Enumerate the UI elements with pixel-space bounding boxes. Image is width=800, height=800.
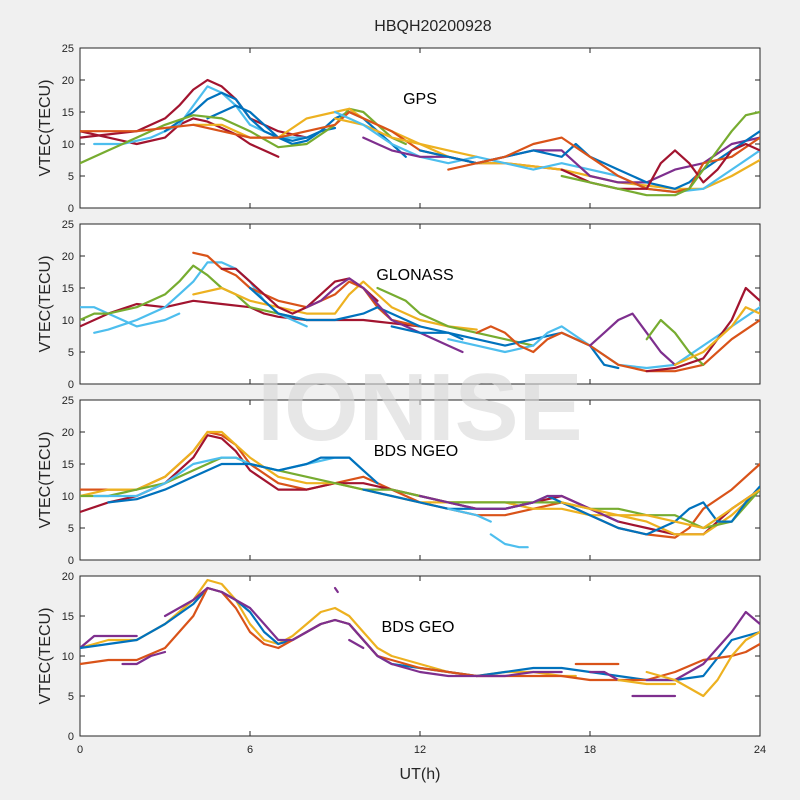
y-tick-label: 20 xyxy=(62,571,74,583)
y-tick-label: 10 xyxy=(62,491,74,503)
y-axis-label: VTEC(TECU) xyxy=(37,256,54,353)
series-group xyxy=(80,251,760,373)
panel-3: 0 5 10 15 20 25 BDS NGEO VTEC(TECU) xyxy=(37,395,761,567)
y-tick-label: 15 xyxy=(62,107,74,119)
panel-1: 0 5 10 15 20 25 GPS VTEC(TECU) xyxy=(37,43,761,215)
series-group xyxy=(80,78,760,197)
series-line-10 xyxy=(588,670,620,682)
watermark-text: IONISE xyxy=(257,354,582,461)
y-tick-label: 15 xyxy=(62,611,74,623)
series-line-17 xyxy=(673,306,760,366)
series-line-11 xyxy=(362,136,760,184)
panel-annotation: GLONASS xyxy=(376,267,453,284)
y-tick-label: 25 xyxy=(62,43,74,55)
series-line-8 xyxy=(248,286,464,341)
y-tick-label: 25 xyxy=(62,395,74,407)
series-line-14 xyxy=(645,630,760,698)
panel-annotation: BDS GEO xyxy=(382,619,455,636)
panel-annotation: BDS NGEO xyxy=(374,443,458,460)
x-tick-label: 12 xyxy=(414,744,426,756)
series-line-10 xyxy=(489,533,529,549)
series-line-6 xyxy=(163,586,563,678)
y-tick-label: 10 xyxy=(62,315,74,327)
y-tick-label: 0 xyxy=(68,203,74,215)
chart-title: HBQH20200928 xyxy=(374,18,492,35)
y-tick-label: 10 xyxy=(62,139,74,151)
series-line-13 xyxy=(645,610,760,682)
axes-box xyxy=(79,575,761,737)
series-line-11 xyxy=(617,678,677,686)
series-line-5 xyxy=(192,280,478,331)
y-tick-label: 0 xyxy=(68,731,74,743)
series-line-9 xyxy=(447,507,492,523)
series-line-10 xyxy=(376,286,535,347)
series-line-7 xyxy=(333,586,339,594)
x-tick-label: 24 xyxy=(754,744,766,756)
y-tick-label: 0 xyxy=(68,379,74,391)
y-tick-label: 10 xyxy=(62,651,74,663)
y-tick-label: 5 xyxy=(68,523,74,535)
y-tick-label: 20 xyxy=(62,427,74,439)
x-tick-label: 0 xyxy=(77,744,83,756)
x-axis-label: UT(h) xyxy=(400,766,441,783)
series-line-4 xyxy=(163,91,337,142)
y-tick-label: 20 xyxy=(62,75,74,87)
x-tick-label: 6 xyxy=(247,744,253,756)
y-axis-label: VTEC(TECU) xyxy=(37,80,54,177)
series-line-11 xyxy=(390,325,620,370)
x-tick-label: 18 xyxy=(584,744,596,756)
panel-2: 0 5 10 15 20 25 GLONASS VTEC(TECU) xyxy=(37,219,761,391)
y-tick-label: 5 xyxy=(68,171,74,183)
series-line-2 xyxy=(80,634,138,650)
y-tick-label: 5 xyxy=(68,691,74,703)
axes-box xyxy=(79,223,761,385)
series-group xyxy=(80,430,760,549)
series-line-8 xyxy=(418,494,620,523)
panels-group: 0 5 10 15 20 25 GPS VTEC(TECU) 0 5 10 15 20 25 GLONASS… xyxy=(37,43,766,756)
series-line-3 xyxy=(93,85,308,146)
y-tick-label: 25 xyxy=(62,219,74,231)
y-tick-label: 5 xyxy=(68,347,74,359)
series-line-10 xyxy=(333,110,760,194)
series-line-4 xyxy=(80,264,308,322)
panel-annotation: GPS xyxy=(403,91,437,108)
panel-4: 0 5 10 15 20 0 6 12 18 24 BDS GEO VTEC(TECU) xyxy=(37,571,766,756)
series-line-15 xyxy=(560,110,760,197)
y-axis-label: VTEC(TECU) xyxy=(37,432,54,529)
series-line-14 xyxy=(588,312,677,366)
series-line-6 xyxy=(107,456,379,504)
series-line-5 xyxy=(121,650,167,666)
y-tick-label: 15 xyxy=(62,283,74,295)
series-line-9 xyxy=(305,277,464,354)
y-tick-label: 0 xyxy=(68,555,74,567)
series-line-8 xyxy=(348,638,365,650)
series-line-2 xyxy=(80,306,181,328)
y-tick-label: 15 xyxy=(62,459,74,471)
y-axis-label: VTEC(TECU) xyxy=(37,608,54,705)
series-line-5 xyxy=(206,104,407,158)
series-line-13 xyxy=(447,136,760,194)
series-line-13 xyxy=(475,318,760,373)
y-tick-label: 20 xyxy=(62,251,74,263)
series-group xyxy=(80,578,760,698)
series-line-11 xyxy=(560,488,760,530)
series-line-6 xyxy=(80,107,407,165)
